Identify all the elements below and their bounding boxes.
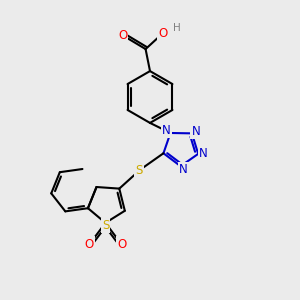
- Text: N: N: [192, 124, 200, 137]
- Text: O: O: [118, 29, 127, 42]
- Text: N: N: [162, 124, 171, 137]
- Text: N: N: [179, 163, 188, 176]
- Text: H: H: [173, 23, 181, 33]
- Text: N: N: [199, 147, 208, 161]
- Text: O: O: [158, 27, 167, 40]
- Text: O: O: [85, 238, 94, 250]
- Text: S: S: [135, 164, 143, 177]
- Text: O: O: [117, 238, 126, 250]
- Text: S: S: [102, 219, 109, 232]
